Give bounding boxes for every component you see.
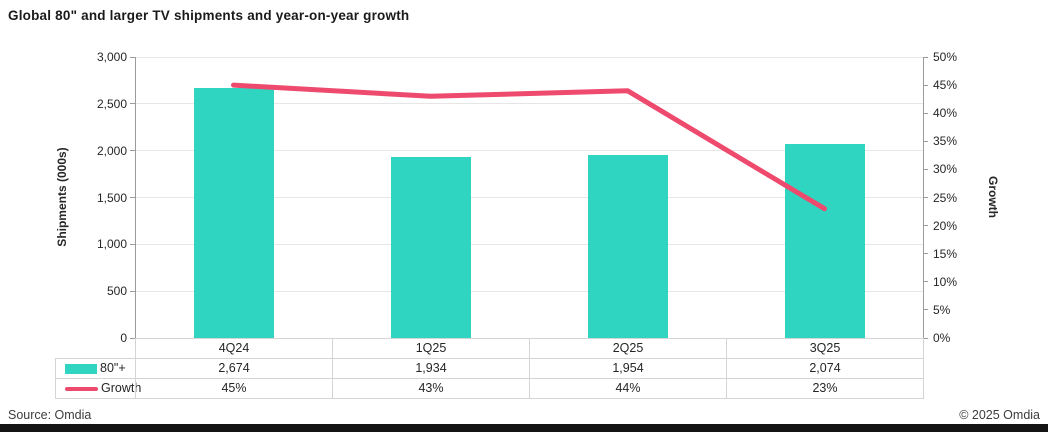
right-axis-tick [923,84,928,86]
copyright-note: © 2025 Omdia [959,408,1040,422]
bar-3Q25 [784,143,865,338]
left-axis-tick-label: 3,000 [96,50,127,64]
right-axis-tick [923,281,928,283]
table-cell: 2,074 [726,358,924,379]
right-axis-tick [923,112,928,114]
left-axis-tick [130,197,135,198]
right-axis-tick-label: 50% [933,50,958,64]
gridline [135,243,923,245]
table-cell: 2,674 [135,358,333,379]
left-axis-tick [130,243,135,245]
legend-label: Growth [101,381,142,396]
right-axis-title: Growth [986,175,1000,218]
right-axis-tick [923,168,928,170]
left-axis-tick-label: 2,500 [96,96,127,111]
right-axis-tick [923,253,928,255]
line-swatch-icon [65,386,98,391]
left-axis-line [134,57,136,339]
legend-cell-line-series: Growth [55,378,141,399]
right-axis-tick-label: 20% [933,218,958,233]
right-axis-tick [923,197,928,198]
right-axis-tick [923,225,928,227]
left-axis-title: Shipments (000s) [55,146,69,247]
left-axis-tick-label: 2,000 [96,143,127,158]
bar-swatch-icon [65,363,97,374]
right-axis-tick [923,56,928,58]
right-axis-tick-label: 25% [933,190,958,205]
right-axis-tick-label: 15% [933,246,958,261]
left-axis-tick [130,150,135,152]
right-axis-line [922,57,924,339]
legend-label: 80"+ [100,361,126,376]
bar-2Q25 [587,154,668,338]
gridline [135,56,923,58]
source-note: Source: Omdia [8,408,92,422]
right-axis-tick-label: 35% [933,134,958,149]
table-column-header: 2Q25 [529,338,727,359]
left-axis-tick [130,56,135,58]
right-axis-tick [923,337,928,339]
table-cell: 45% [135,378,333,399]
table-column-header: 3Q25 [726,338,924,359]
right-axis-tick-label: 0% [933,331,951,345]
left-axis-tick-label: 500 [106,284,127,299]
table-column-header: 1Q25 [332,338,530,359]
right-axis-tick [923,309,928,311]
chart-title: Global 80" and larger TV shipments and y… [8,8,410,23]
left-axis-tick-label: 1,000 [96,237,127,252]
table-cell: 1,934 [332,358,530,379]
left-axis-tick [130,103,135,105]
brand-bar [0,424,1048,432]
right-axis-tick-label: 45% [933,78,958,93]
gridline [135,290,923,292]
right-axis-tick [923,140,928,142]
table-column-header: 4Q24 [135,338,333,359]
bar-4Q24 [193,87,274,338]
table-cell: 1,954 [529,358,727,379]
left-axis-tick [130,337,135,339]
left-axis-tick-label: 0 [120,331,127,345]
right-axis-tick-label: 40% [933,106,958,121]
table-cell: 43% [332,378,530,399]
left-axis-tick-label: 1,500 [96,190,127,205]
right-axis-tick-label: 5% [933,302,951,317]
table-cell: 23% [726,378,924,399]
legend-cell-bar-series: 80"+ [55,358,136,379]
bar-1Q25 [390,156,471,338]
left-axis-tick [130,290,135,292]
right-axis-tick-label: 10% [933,274,958,289]
right-axis-tick-label: 30% [933,162,958,177]
table-cell: 44% [529,378,727,399]
